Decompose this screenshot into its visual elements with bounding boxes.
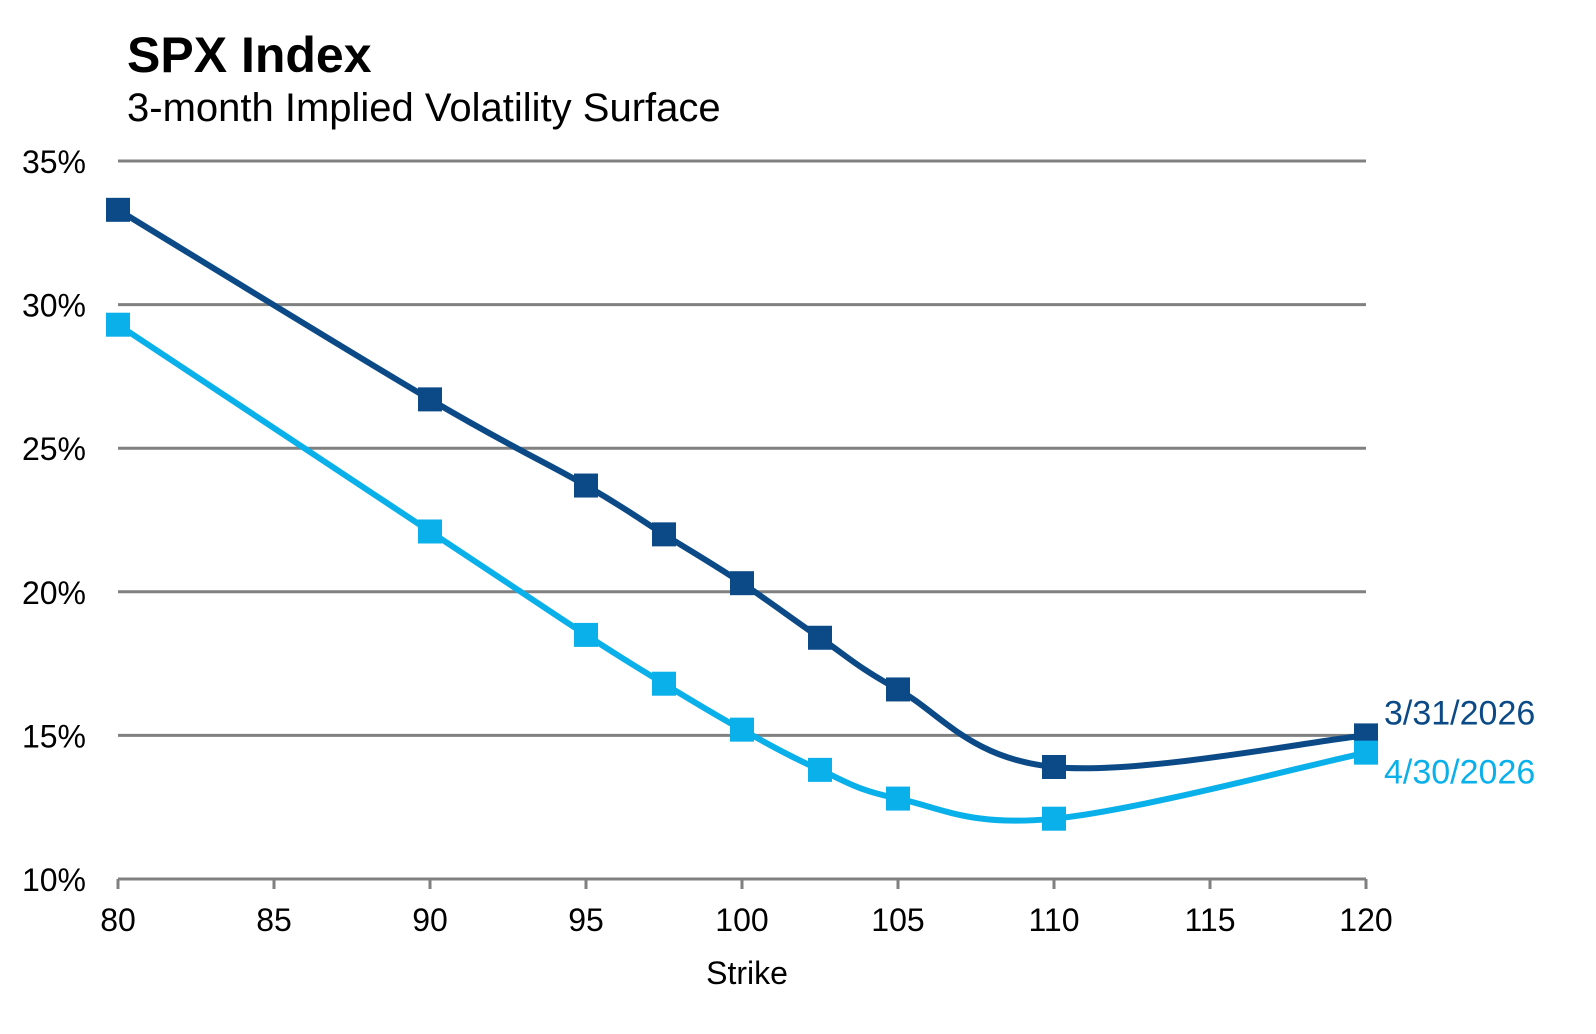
x-tick-label: 115 [1184, 902, 1235, 938]
data-point-marker [1042, 754, 1066, 779]
y-tick-label: 25% [22, 431, 86, 467]
data-point-marker [1354, 740, 1378, 765]
axes: 10% 15% 20% 25% 30% 35% 80 85 90 95 100 105 110 115 12… [22, 144, 1393, 991]
y-tick-label: 20% [22, 575, 86, 611]
x-tick-label: 105 [871, 902, 924, 938]
x-tick-label: 80 [100, 902, 136, 938]
chart-subtitle: 3-month Implied Volatility Surface [127, 86, 721, 130]
series-line [116, 207, 1367, 772]
x-tick-label: 90 [412, 902, 448, 938]
y-tick-label: 10% [22, 862, 86, 898]
data-point-marker [418, 519, 442, 544]
x-tick-label: 95 [568, 902, 604, 938]
data-point-marker [886, 786, 910, 811]
x-tick-label: 110 [1028, 902, 1079, 938]
data-point-marker [652, 522, 676, 547]
data-point-marker [106, 312, 130, 337]
y-tick-label: 35% [22, 144, 86, 180]
data-point-marker [1042, 806, 1066, 831]
x-axis-title: Strike [706, 955, 788, 991]
data-point-marker [652, 671, 676, 696]
data-point-marker [808, 757, 832, 782]
x-tick-label: 100 [715, 902, 768, 938]
data-point-marker [418, 387, 442, 412]
y-tick-label: 30% [22, 288, 86, 324]
data-point-marker [106, 197, 130, 222]
x-tick-label: 85 [256, 902, 292, 938]
x-tick-label: 120 [1339, 902, 1392, 938]
series-markers [106, 197, 1378, 831]
data-point-marker [730, 717, 754, 742]
series-labels: 3/31/2026 4/30/2026 [1384, 694, 1535, 791]
data-point-marker [730, 571, 754, 596]
series-end-label: 3/31/2026 [1384, 694, 1535, 732]
data-point-marker [574, 622, 598, 647]
data-point-marker [574, 473, 598, 498]
chart-title: SPX Index [127, 27, 372, 83]
series-end-label: 4/30/2026 [1384, 754, 1535, 792]
data-point-marker [808, 625, 832, 650]
y-tick-label: 15% [22, 718, 86, 754]
data-point-marker [886, 677, 910, 702]
